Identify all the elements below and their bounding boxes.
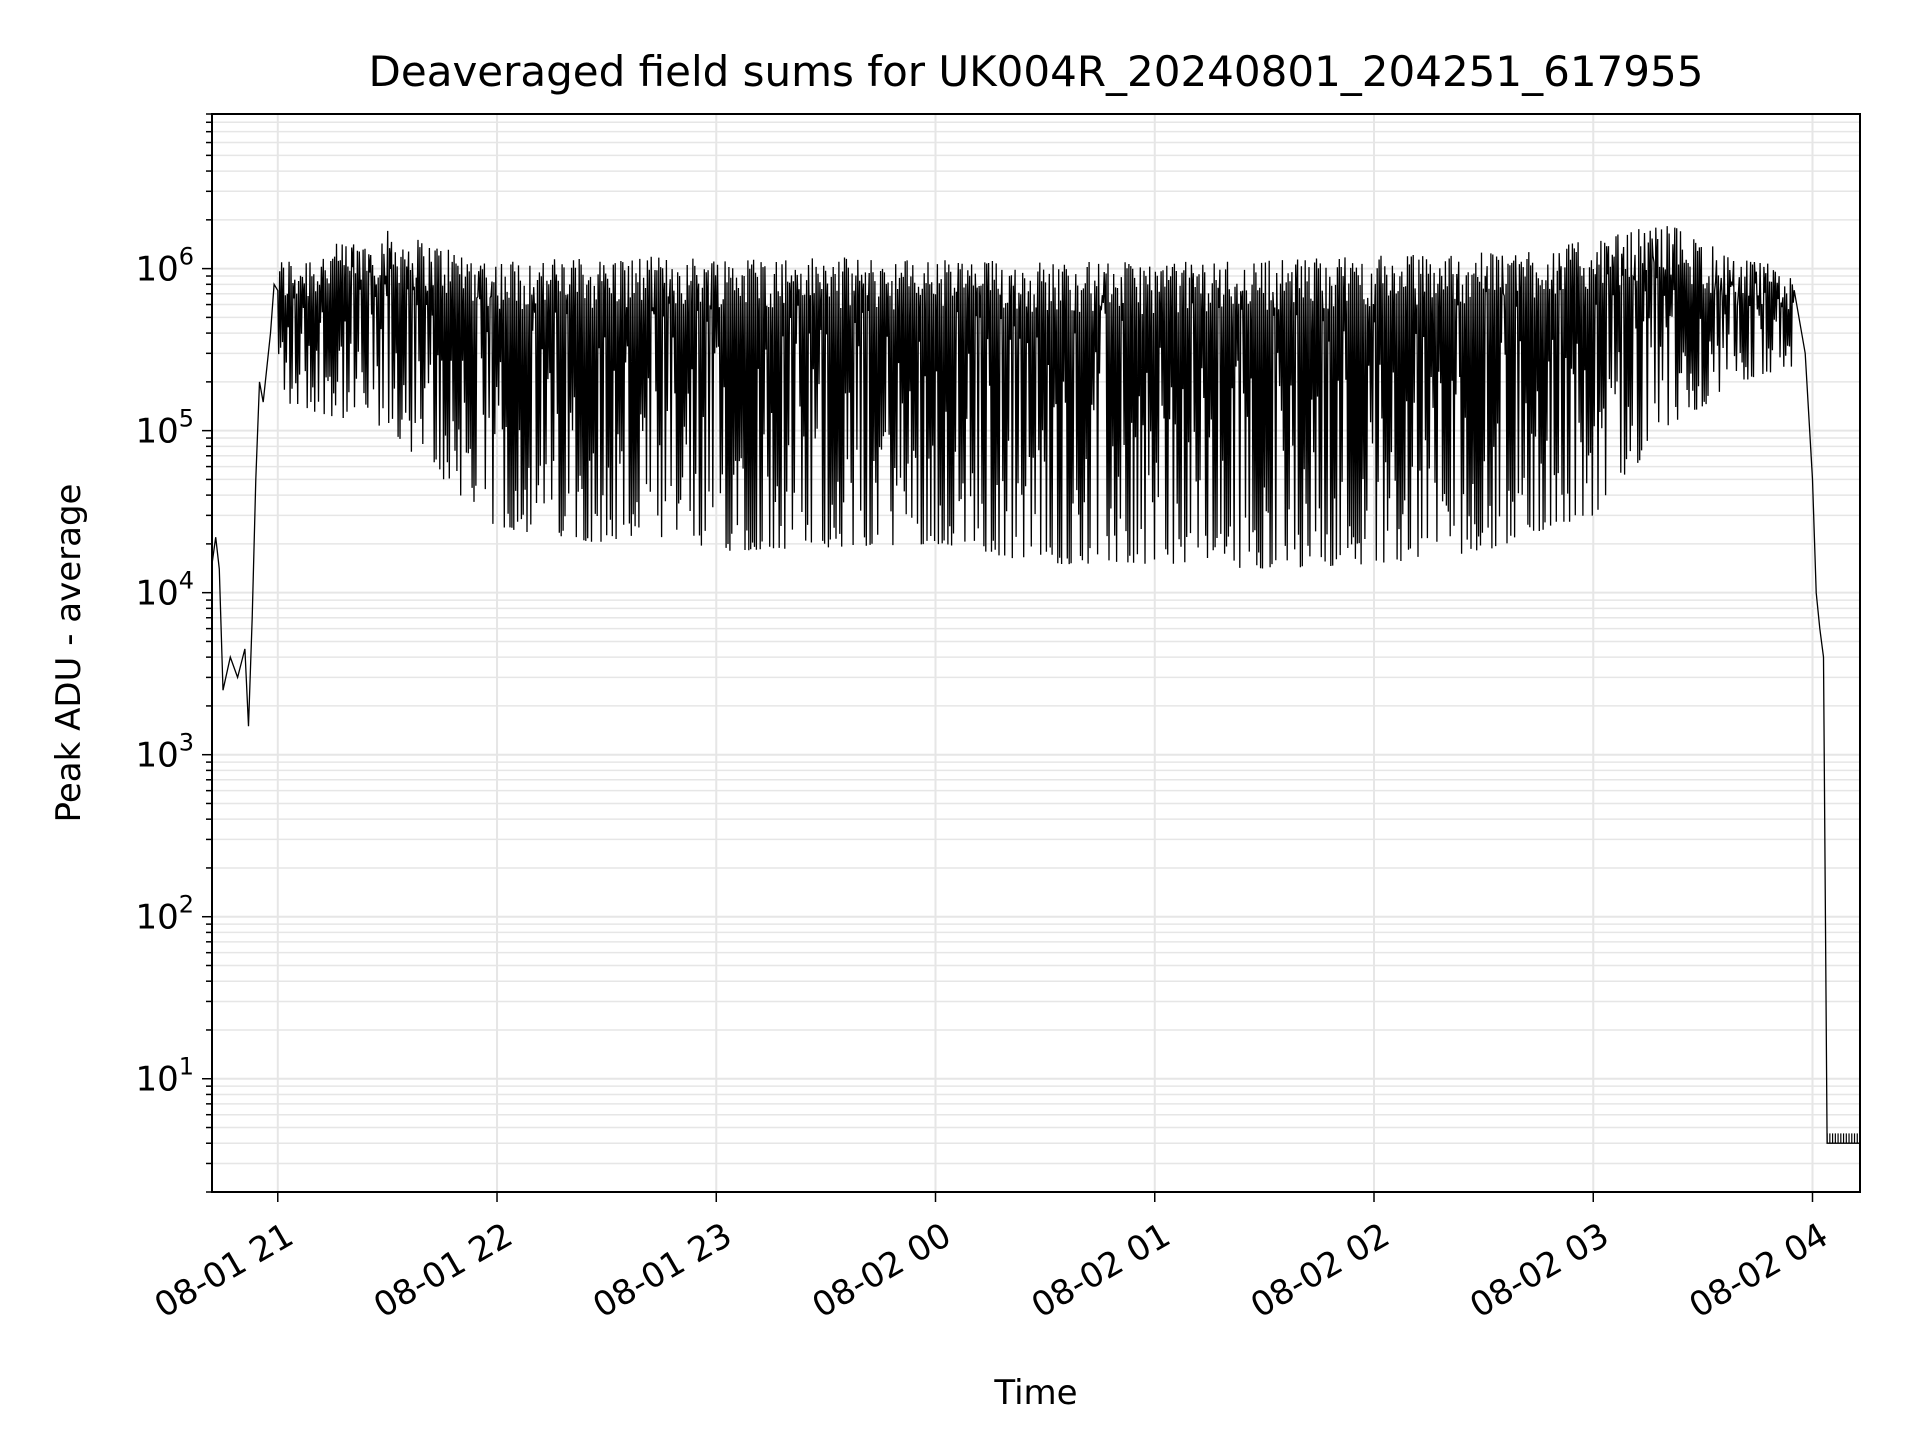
y-tick-label: 102 bbox=[135, 891, 194, 938]
y-tick-label: 104 bbox=[135, 567, 194, 614]
y-tick-label: 103 bbox=[135, 729, 194, 776]
x-axis-title: Time bbox=[993, 1373, 1077, 1413]
y-tick-label: 105 bbox=[135, 405, 194, 452]
y-axis-title: Peak ADU - average bbox=[49, 484, 89, 823]
plot-frame bbox=[211, 113, 1861, 1193]
y-tick-label: 106 bbox=[135, 243, 194, 290]
chart-title: Deaveraged field sums for UK004R_2024080… bbox=[369, 47, 1704, 96]
series-line bbox=[211, 226, 1860, 1144]
y-tick-label: 101 bbox=[135, 1053, 194, 1100]
data-line bbox=[211, 226, 1860, 1144]
